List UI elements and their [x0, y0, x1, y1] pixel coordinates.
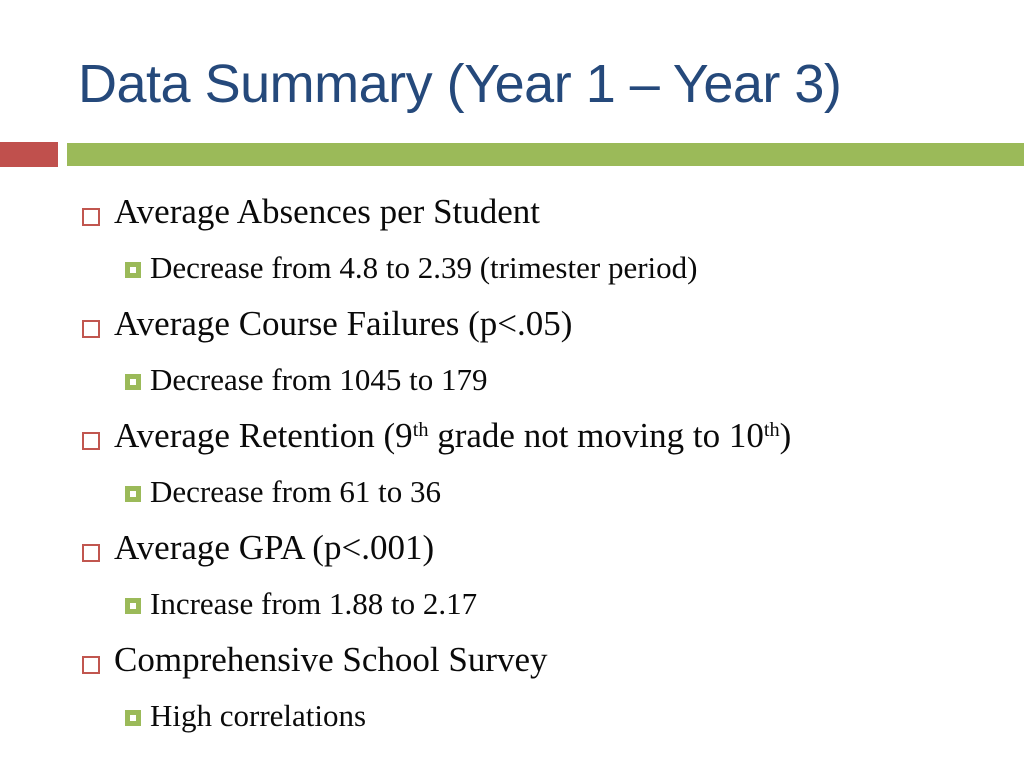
slide-title: Data Summary (Year 1 – Year 3) [78, 54, 842, 114]
filled-square-bullet-icon [125, 597, 141, 614]
hollow-square-bullet-icon [82, 543, 100, 562]
list-subitem: Increase from 1.88 to 2.17 [0, 576, 1024, 632]
list-subitem: High correlations [0, 688, 1024, 744]
list-item-label: Decrease from 61 to 36 [150, 474, 441, 509]
filled-square-bullet-icon [125, 485, 141, 502]
list-item: Average Absences per Student [0, 184, 1024, 240]
list-item-label: Average Course Failures (p<.05) [114, 304, 573, 343]
accent-bar-green [67, 143, 1024, 166]
list-subitem: Decrease from 61 to 36 [0, 464, 1024, 520]
hollow-square-bullet-icon [82, 431, 100, 450]
filled-square-bullet-icon [125, 373, 141, 390]
list-item-label: Average Retention (9th grade not moving … [114, 416, 792, 455]
hollow-square-bullet-icon [82, 207, 100, 226]
bullet-list: Average Absences per Student Decrease fr… [0, 184, 1024, 744]
list-item-label: Increase from 1.88 to 2.17 [150, 586, 478, 621]
list-item-label: Average GPA (p<.001) [114, 528, 435, 567]
list-item-label: Decrease from 1045 to 179 [150, 362, 488, 397]
list-item-label: Comprehensive School Survey [114, 640, 548, 679]
accent-bar-red [0, 142, 58, 167]
list-subitem: Decrease from 1045 to 179 [0, 352, 1024, 408]
list-subitem: Decrease from 4.8 to 2.39 (trimester per… [0, 240, 1024, 296]
list-item: Average Retention (9th grade not moving … [0, 408, 1024, 464]
hollow-square-bullet-icon [82, 319, 100, 338]
filled-square-bullet-icon [125, 709, 141, 726]
superscript-th: th [763, 418, 780, 441]
filled-square-bullet-icon [125, 261, 141, 278]
list-item-label: Decrease from 4.8 to 2.39 (trimester per… [150, 250, 698, 285]
hollow-square-bullet-icon [82, 655, 100, 674]
list-item-label: Average Absences per Student [114, 192, 541, 231]
superscript-th: th [412, 418, 429, 441]
list-item: Comprehensive School Survey [0, 632, 1024, 688]
list-item: Average Course Failures (p<.05) [0, 296, 1024, 352]
list-item: Average GPA (p<.001) [0, 520, 1024, 576]
list-item-label: High correlations [150, 698, 367, 733]
